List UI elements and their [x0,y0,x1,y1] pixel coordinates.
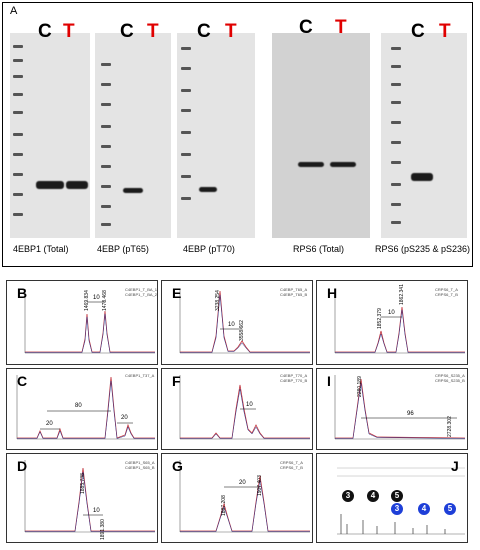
blot-rps6-phospho [381,33,467,238]
blot-4ebp-pt70 [177,33,255,238]
peak-label: 1862.341 [399,284,405,305]
delta-label: 10 [228,322,235,328]
peak-label: 1852.379 [377,308,383,329]
svg-text:C4EBP_T70_A: C4EBP_T70_A [280,373,307,378]
spectrum-j: J 3 4 5 3 4 5 [316,453,468,543]
control-label: C [120,21,134,42]
caption-4ebp-pt70: 4EBP (pT70) [183,244,235,254]
delta-label: 20 [239,480,246,486]
delta-label: 10 [93,508,100,514]
spectrum-d: C4EBP1_S65_A C4EBP1_S65_B D 1885.738 189… [6,453,158,543]
spectrum-c: C4EBP1_T37_A C 80 20 20 [6,368,158,450]
delta-label: 20 [46,421,53,427]
delta-label: 10 [93,295,100,301]
peak-label: 2728.302 [447,416,453,437]
svg-text:C4EBP_T70_B: C4EBP_T70_B [280,378,307,383]
svg-text:CRPS6_T_B: CRPS6_T_B [435,292,458,297]
spectrum-b-letter: B [17,285,28,301]
spectrum-c-letter: C [17,373,28,389]
marker-5: 5 [391,490,403,502]
svg-text:C4EBP_T65_B: C4EBP_T65_B [280,292,307,297]
control-label: C [411,21,425,42]
peak-label: 3558.662 [239,320,245,341]
svg-text:CRPS6_T_A: CRPS6_T_A [280,460,303,465]
svg-text:CRPS6_T_A: CRPS6_T_A [435,287,458,292]
svg-text:CRPS6_S235_A: CRPS6_S235_A [435,373,465,378]
delta-label: 10 [246,402,253,408]
svg-text:C4EBP1_T_BA_2_B: C4EBP1_T_BA_2_B [125,292,158,297]
spectrum-i-letter: I [327,373,331,389]
caption-4ebp-pt65: 4EBP (pT65) [97,244,149,254]
spectrum-i: CRPS6_S235_A CRPS6_S235_B I 2280.189 272… [316,368,468,450]
blot-4ebp-pt65 [95,33,171,238]
treated-label: T [225,21,237,42]
peak-label: 3238.254 [215,290,221,311]
svg-text:C4EBP1_S65_A: C4EBP1_S65_A [125,460,155,465]
peak-label: 2280.189 [357,376,363,397]
control-label: C [38,21,52,42]
caption-rps6-phospho: RPS6 (pS235 & pS236) [375,244,471,254]
spectrum-h: CRPS6_T_A CRPS6_T_B H 1852.379 1862.341 … [316,280,468,365]
svg-text:C4EBP_T65_A: C4EBP_T65_A [280,287,307,292]
spectrum-h-letter: H [327,285,338,301]
svg-text:CRPS6_S235_B: CRPS6_S235_B [435,378,465,383]
spectrum-f-letter: F [172,373,181,389]
svg-text:C4EBP1_T37_A: C4EBP1_T37_A [125,373,155,378]
peak-label: 1478.468 [102,290,108,311]
treated-label: T [63,21,75,42]
delta-label: 10 [388,310,395,316]
blot-4ebp1-total [10,33,90,238]
spectrum-g: CRPS6_T_A CRPS6_T_B G 1887.208 1907.403 … [161,453,313,543]
svg-text:C4EBP1_S65_B: C4EBP1_S65_B [125,465,155,470]
delta-label: 20 [121,415,128,421]
spectrum-g-letter: G [172,458,183,474]
blot-rps6-total [272,33,370,238]
treated-label: T [439,21,451,42]
spectrum-f: C4EBP_T70_A C4EBP_T70_B F 10 [161,368,313,450]
peak-label: 1907.403 [257,475,263,496]
marker-4-blue: 4 [418,503,430,515]
peak-label: 1887.208 [221,495,227,516]
delta-label: 80 [75,403,82,409]
marker-4: 4 [367,490,379,502]
treated-label: T [335,17,347,38]
western-blot-figure: A C T 4EBP1 (Total) C T 4EBP (pT65) C T … [2,2,473,267]
peak-label: 1891.380 [100,519,106,540]
control-label: C [197,21,211,42]
spectrum-e: C4EBP_T65_A C4EBP_T65_B E 3238.254 3558.… [161,280,313,365]
peak-label: 1885.738 [80,473,86,494]
control-label: C [299,17,313,38]
spectrum-d-letter: D [17,458,28,474]
panel-a-letter: A [10,5,18,17]
peak-label: 1469.834 [84,290,90,311]
caption-4ebp1-total: 4EBP1 (Total) [13,244,69,254]
svg-text:C4EBP1_T_BA_1_B: C4EBP1_T_BA_1_B [125,287,158,292]
spectrum-b: C4EBP1_T_BA_1_B C4EBP1_T_BA_2_B B 1469.8… [6,280,158,365]
marker-3-blue: 3 [391,503,403,515]
marker-3: 3 [342,490,354,502]
spectrum-e-letter: E [172,285,182,301]
svg-text:CRPS6_T_B: CRPS6_T_B [280,465,303,470]
caption-rps6-total: RPS6 (Total) [293,244,345,254]
spectrum-j-letter: J [451,458,459,474]
treated-label: T [147,21,159,42]
marker-5-blue: 5 [444,503,456,515]
delta-label: 96 [407,411,414,417]
